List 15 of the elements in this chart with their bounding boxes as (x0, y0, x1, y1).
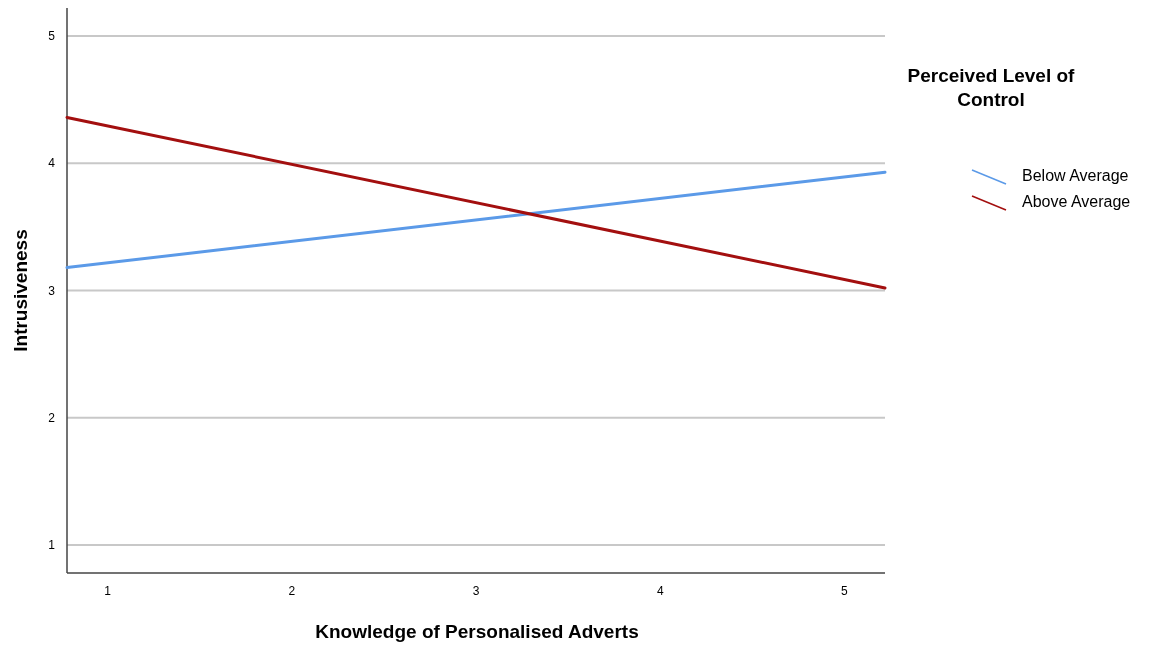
x-tick-label: 2 (288, 584, 296, 598)
y-tick-label: 2 (48, 410, 56, 425)
x-tick-label: 5 (841, 584, 849, 598)
x-tick-label: 3 (472, 584, 480, 598)
legend-label: Below Average (1022, 166, 1129, 184)
y-tick-label: 4 (48, 156, 56, 171)
y-tick-label: 5 (48, 29, 56, 44)
y-axis-title: Intrusiveness (10, 229, 31, 352)
x-tick-label: 1 (104, 584, 112, 598)
x-tick-label: 4 (656, 584, 664, 598)
y-tick-label: 1 (48, 538, 56, 553)
x-axis-title: Knowledge of Personalised Adverts (315, 621, 639, 642)
y-tick-label: 3 (48, 283, 56, 298)
legend-title: Perceived Level of Control (907, 65, 1076, 110)
legend-label: Above Average (1022, 192, 1131, 210)
